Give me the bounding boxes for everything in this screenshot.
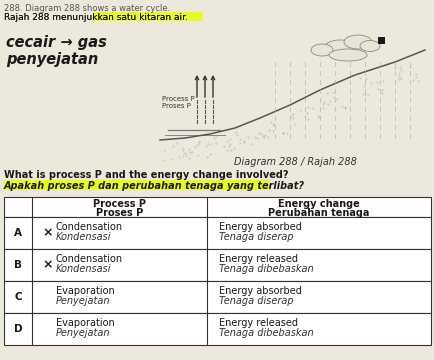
Text: Penyejatan: Penyejatan (56, 328, 110, 338)
Text: 288. Diagram 288 shows a water cycle.: 288. Diagram 288 shows a water cycle. (4, 4, 170, 13)
Ellipse shape (343, 35, 371, 49)
Bar (4, 249, 430, 281)
Text: Tenaga dibebaskan: Tenaga dibebaskan (218, 328, 313, 338)
Text: ×: × (43, 226, 53, 239)
Bar (4, 217, 430, 249)
Text: Energy change: Energy change (277, 199, 359, 209)
Ellipse shape (359, 40, 379, 51)
Text: Condensation: Condensation (56, 222, 123, 232)
Text: Rajah 288 menunjukkan satu kitaran air.: Rajah 288 menunjukkan satu kitaran air. (4, 13, 187, 22)
Text: Energy released: Energy released (218, 254, 297, 264)
Text: Rajah 288 menunjukkan satu kitaran air.: Rajah 288 menunjukkan satu kitaran air. (4, 13, 187, 22)
Text: Energy absorbed: Energy absorbed (218, 286, 301, 296)
Text: Evaporation: Evaporation (56, 286, 115, 296)
Text: Proses P: Proses P (95, 208, 143, 218)
Text: Kondensasi: Kondensasi (56, 232, 111, 242)
Text: Kondensasi: Kondensasi (56, 264, 111, 274)
Text: Tenaga dibebaskan: Tenaga dibebaskan (218, 264, 313, 274)
Text: Energy absorbed: Energy absorbed (218, 222, 301, 232)
Text: Diagram 288 / Rajah 288: Diagram 288 / Rajah 288 (233, 157, 355, 167)
Text: Tenaga diserap: Tenaga diserap (218, 296, 293, 306)
Text: Condensation: Condensation (56, 254, 123, 264)
Text: cecair → gas: cecair → gas (6, 35, 107, 50)
Text: Tenaga diserap: Tenaga diserap (218, 232, 293, 242)
Text: C: C (14, 292, 22, 302)
Text: A: A (14, 228, 22, 238)
Text: Proses P: Proses P (161, 103, 191, 109)
Bar (4, 313, 430, 345)
Bar (4, 180, 268, 190)
Text: Perubahan tenaga: Perubahan tenaga (268, 208, 369, 218)
Text: What is process P and the energy change involved?: What is process P and the energy change … (4, 170, 288, 180)
Text: Penyejatan: Penyejatan (56, 296, 110, 306)
Text: Process P: Process P (93, 199, 146, 209)
Text: penyejatan: penyejatan (6, 52, 98, 67)
Text: Energy released: Energy released (218, 318, 297, 328)
Text: B: B (14, 260, 22, 270)
Bar (4, 197, 430, 217)
Text: Apakah proses P dan perubahan tenaga yang terlibat?: Apakah proses P dan perubahan tenaga yan… (4, 181, 304, 191)
Ellipse shape (328, 49, 366, 61)
Text: D: D (13, 324, 22, 334)
Text: Process P: Process P (161, 96, 194, 102)
Bar (93, 12, 203, 21)
Ellipse shape (323, 40, 355, 56)
Text: Evaporation: Evaporation (56, 318, 115, 328)
Text: ×: × (43, 258, 53, 271)
Bar (4, 281, 430, 313)
Ellipse shape (310, 44, 332, 56)
Bar (377, 37, 384, 44)
